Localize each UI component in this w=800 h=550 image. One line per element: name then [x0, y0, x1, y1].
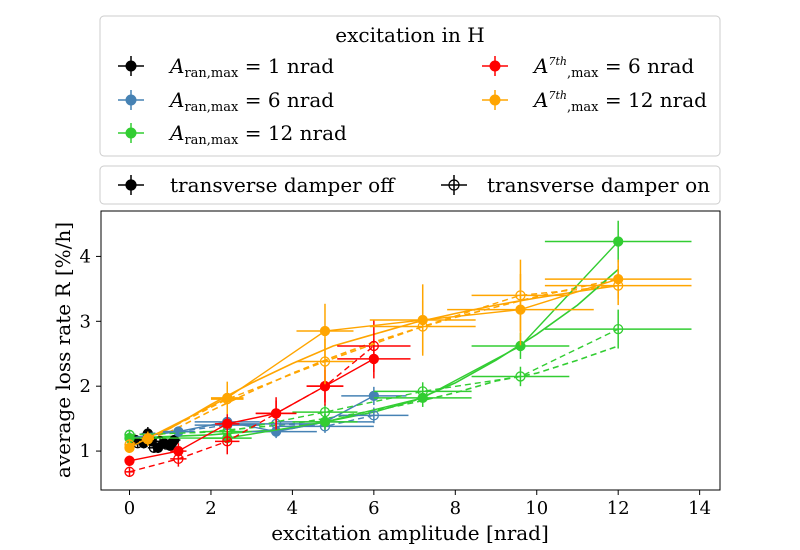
- black_on-point-2: [148, 442, 160, 453]
- legend-entries: Aran,max = 1 nrad Aran,max = 6 nrad Aran,m…: [118, 54, 707, 148]
- plot-frame: [100, 210, 721, 491]
- x-tick-label-4: 8: [450, 498, 461, 519]
- orange_on-point-4: [417, 321, 428, 332]
- orange_on-point-5: [515, 290, 526, 301]
- legend-marker-dot-h7_12: [489, 94, 501, 106]
- green_on-point-4: [515, 371, 526, 382]
- legend-marker-dot-ran12: [125, 127, 137, 139]
- y-axis-label: average loss rate R [%/h]: [51, 222, 75, 478]
- legend-damper: transverse damper off transverse damper …: [99, 165, 721, 205]
- x-tick-label-1: 2: [205, 498, 216, 519]
- orange_on-point-1: [142, 434, 153, 445]
- y-tick-label-3: 4: [80, 246, 91, 267]
- damper-off-label: transverse damper off: [170, 173, 396, 197]
- legend-entry-h7_12: A7th,max = 12 nrad: [482, 88, 707, 115]
- legend-label-ran1: Aran,max = 1 nrad: [168, 54, 334, 81]
- black_on-point-4: [161, 439, 172, 450]
- black_on-point-3: [154, 436, 166, 447]
- damper-off-marker: [118, 175, 144, 195]
- green_on-point-2: [319, 406, 331, 418]
- x-axis: 0 2 4 6 8 10 12 14: [124, 490, 711, 519]
- red_on-point-1: [173, 453, 184, 465]
- red_on-point-0: [124, 466, 135, 477]
- blue_off-point-5: [368, 390, 379, 402]
- legend-entry-ran1: Aran,max = 1 nrad: [118, 54, 334, 81]
- series-green_on: [124, 309, 692, 440]
- x-tick-label-5: 10: [525, 498, 548, 519]
- blue_on-point-5: [368, 410, 379, 421]
- y-tick-label-1: 2: [80, 376, 91, 397]
- orange_on-point-3: [319, 356, 331, 367]
- green_on-point-0: [124, 429, 135, 440]
- orange_on-point-2: [222, 394, 233, 405]
- red_on-point-5: [368, 340, 379, 352]
- orange_off-point-3: [319, 325, 331, 337]
- legend-entry-ran12: Aran,max = 12 nrad: [118, 121, 347, 148]
- red_off-line: [129, 358, 375, 462]
- series-green_off: [124, 220, 692, 445]
- legend-entry-ran6: Aran,max = 6 nrad: [118, 88, 334, 115]
- orange_on-point-0: [124, 439, 135, 450]
- legend-marker-dot-ran1: [125, 60, 137, 72]
- series-red_on: [124, 320, 411, 478]
- legend-title: excitation in H: [335, 23, 484, 47]
- green_off-point-5: [613, 236, 624, 247]
- red_on-point-3: [270, 408, 282, 419]
- y-axis: 1 2 3 4: [80, 246, 101, 462]
- damper-on-marker: [441, 175, 467, 195]
- y-tick-label-2: 3: [80, 311, 91, 332]
- y-tick-label-0: 1: [80, 441, 91, 462]
- plot-content: [124, 220, 692, 478]
- blue_on-point-1: [173, 426, 184, 437]
- red_off-point-0: [124, 455, 135, 466]
- legend-label-ran12: Aran,max = 12 nrad: [168, 121, 347, 148]
- damper-on-label: transverse damper on: [487, 173, 710, 197]
- x-tick-label-6: 12: [607, 498, 630, 519]
- legend-label-ran6: Aran,max = 6 nrad: [168, 88, 334, 115]
- x-tick-label-3: 6: [368, 498, 379, 519]
- legend-marker-dot-ran6: [125, 94, 137, 106]
- red_on-line: [129, 345, 375, 473]
- x-tick-label-2: 4: [287, 498, 298, 519]
- x-tick-label-0: 0: [124, 498, 135, 519]
- series-orange_on: [124, 259, 692, 450]
- red_on-point-2: [222, 436, 233, 447]
- green_on-point-3: [417, 386, 428, 397]
- x-tick-label-7: 14: [688, 498, 711, 519]
- series-orange_off: [124, 259, 692, 454]
- legend-label-h7_12: A7th,max = 12 nrad: [532, 88, 707, 115]
- legend-marker-dot-h7_6: [489, 60, 501, 72]
- legend-label-h7_6: A7th,max = 6 nrad: [532, 54, 694, 81]
- green_on-point-5: [613, 323, 624, 335]
- legend-excitation: excitation in H Aran,max = 1 nradAran,ma…: [99, 15, 721, 157]
- x-axis-label: excitation amplitude [nrad]: [271, 521, 549, 545]
- orange_on-point-6: [613, 280, 624, 291]
- legend-entry-h7_6: A7th,max = 6 nrad: [482, 54, 694, 81]
- red_off-point-2: [222, 418, 233, 429]
